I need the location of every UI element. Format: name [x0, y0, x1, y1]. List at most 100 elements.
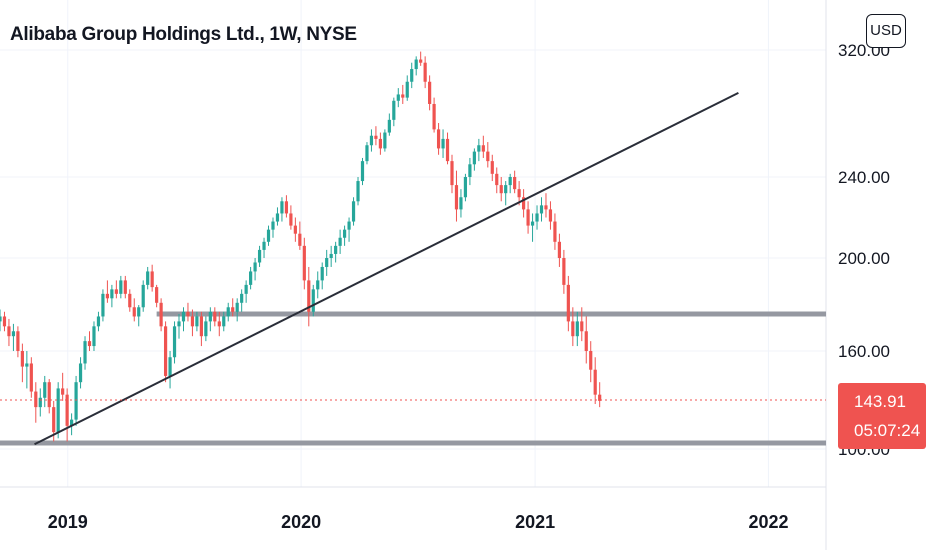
candle [249, 266, 253, 290]
candle [280, 197, 284, 222]
trendline[interactable] [34, 91, 739, 446]
candle [132, 298, 136, 322]
candle [598, 382, 602, 408]
candle [199, 311, 203, 347]
candle [468, 157, 472, 186]
candle-body [302, 245, 306, 281]
candle [34, 382, 38, 423]
candle-body [110, 289, 114, 299]
candle [557, 233, 562, 267]
candle-body [481, 145, 485, 152]
candle-body [414, 59, 418, 70]
candle-body [320, 266, 324, 281]
candle-body [522, 197, 526, 210]
candle [7, 318, 11, 347]
candle-body [128, 293, 132, 308]
candle [508, 173, 512, 194]
candle [307, 266, 311, 327]
candle-body [419, 59, 423, 63]
candle-body [83, 341, 87, 364]
candle-body [11, 331, 16, 337]
candle [235, 298, 239, 322]
candle [374, 126, 378, 146]
candle [396, 88, 400, 108]
candle-body [0, 316, 2, 322]
candle [155, 284, 159, 308]
candle [74, 375, 78, 426]
candle-body [405, 81, 409, 98]
candle [316, 271, 320, 299]
candle [298, 221, 302, 250]
candle [544, 193, 548, 218]
candle [392, 97, 396, 127]
candle [137, 305, 141, 327]
candle-body [450, 161, 454, 186]
candle [92, 321, 96, 351]
candle [119, 275, 123, 299]
currency-button[interactable]: USD [866, 14, 906, 48]
candle [472, 148, 476, 171]
bar-countdown: 05:07:24 [854, 421, 921, 440]
candle [334, 241, 338, 263]
candle-body [459, 197, 463, 210]
last-price-value: 143.91 [854, 392, 906, 411]
candle-body [316, 280, 320, 290]
time-tick-label: 2020 [281, 512, 321, 532]
candle-body [231, 307, 235, 312]
candle [186, 302, 190, 322]
price-tick-label: 160.00 [838, 342, 890, 361]
candle [338, 229, 342, 254]
candle [387, 113, 391, 136]
candle [29, 357, 33, 398]
last-price-tag: 143.91 05:07:24 [838, 383, 926, 449]
candle-body [562, 258, 566, 285]
candle [262, 237, 266, 258]
candle-body [392, 100, 396, 120]
candle-body [101, 293, 105, 317]
candle [208, 307, 212, 332]
candle [383, 129, 387, 152]
candle [436, 123, 441, 155]
candle [325, 249, 329, 276]
candle [240, 289, 244, 312]
candle-body [38, 397, 42, 408]
candle [342, 225, 347, 246]
candle-body [347, 221, 351, 230]
candle-body [208, 311, 212, 322]
candle [589, 341, 593, 383]
horizontal-levels[interactable] [0, 311, 826, 446]
candle [177, 314, 181, 339]
candle-body [7, 326, 11, 337]
candle-body [172, 326, 177, 358]
candle-body [293, 225, 297, 234]
candle-body [593, 369, 597, 395]
candle-body [441, 138, 445, 149]
candle [311, 284, 315, 317]
candle [271, 217, 275, 238]
candle-body [486, 151, 490, 162]
candle [226, 302, 230, 322]
candle-body [598, 394, 602, 401]
candle-body [280, 201, 284, 214]
candle-body [580, 321, 584, 332]
candle-body [589, 351, 593, 370]
candle-body [410, 69, 414, 82]
candle [43, 375, 47, 408]
candle [522, 189, 526, 218]
time-tick-label: 2019 [48, 512, 88, 532]
candle-body [374, 135, 378, 139]
candle [204, 316, 208, 342]
candle [150, 264, 154, 292]
candle-body [526, 209, 530, 226]
candle-body [557, 241, 562, 258]
candle [128, 289, 132, 312]
candle [320, 262, 324, 290]
candle-body [378, 138, 382, 149]
candle-body [275, 213, 280, 222]
candle-body [257, 249, 262, 263]
time-axis[interactable]: 2019 2020 2021 2022 [48, 512, 789, 532]
candle-body [584, 331, 588, 351]
candle-body [87, 341, 92, 347]
